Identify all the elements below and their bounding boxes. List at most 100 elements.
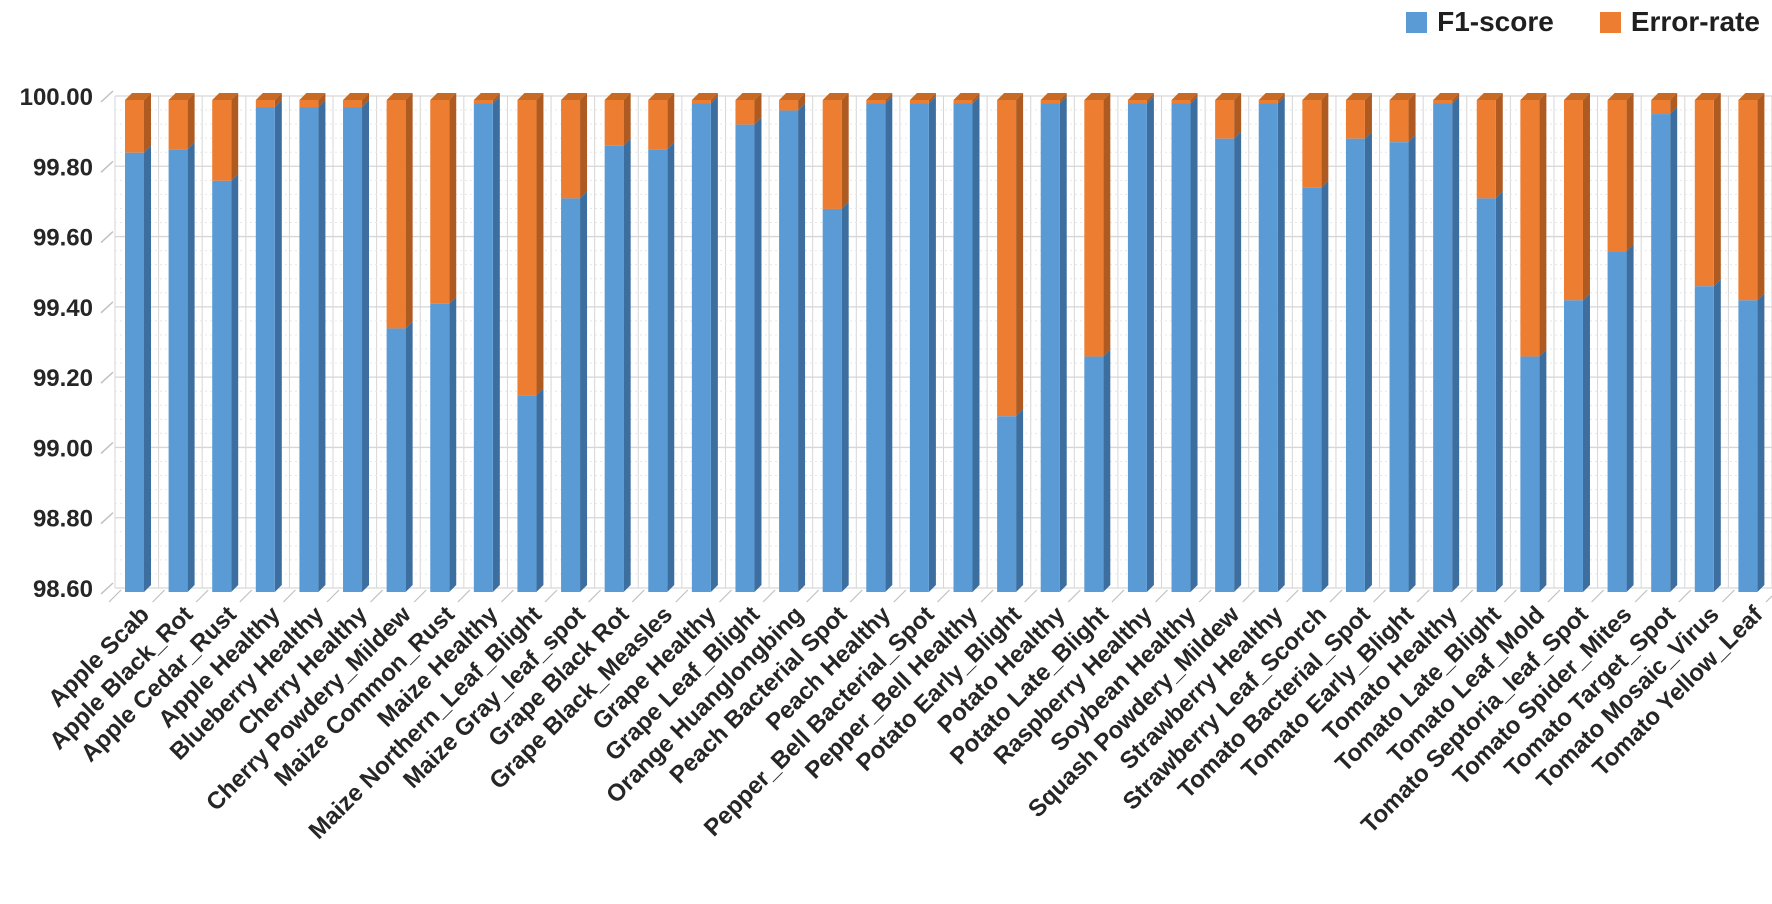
bar-top-face [430,93,457,100]
bar-top-face [168,93,195,100]
floor-tick [1024,589,1038,603]
bar-side-f1-score [362,100,370,593]
floor-tick [1198,589,1212,603]
bar-side-error-rate [1146,93,1154,104]
bar-side-error-rate [1452,93,1460,104]
bar-peach-healthy [866,93,893,592]
floor-tick [893,589,907,603]
bar-side-error-rate [187,93,195,150]
floor-tick [1547,589,1561,603]
bar-side-f1-score [972,96,980,592]
floor-tick [370,589,384,603]
bar-top-face [1127,93,1154,100]
bar-side-f1-score [1757,293,1765,592]
bar-side-error-rate [1539,93,1547,357]
floor-tick [1678,589,1692,603]
floor-tick [980,589,994,603]
bar-tomato-spider-mites [1607,93,1634,592]
bar-side-error-rate [1408,93,1416,143]
bar-segment-f1-score [255,107,275,593]
bar-side-error-rate [1277,93,1285,104]
bar-potato-late-blight [1084,93,1111,592]
bar-segment-error-rate [604,100,624,146]
bar-side-f1-score [1539,349,1547,592]
bar-segment-error-rate [430,100,450,304]
floor-tick [849,589,863,603]
floor-tick [631,589,645,603]
bar-squash-powdery-mildew [1215,93,1242,592]
bar-cherry-healthy [343,93,370,593]
bar-top-face [1215,93,1242,100]
floor-tick [1460,589,1474,603]
chart-legend: F1-score Error-rate [1406,6,1760,38]
bar-side-f1-score [1364,131,1372,592]
bar-side-error-rate [1757,93,1765,301]
bar-segment-error-rate [125,100,144,153]
legend-item-error-rate: Error-rate [1599,6,1760,38]
f1-score-swatch-icon [1406,11,1428,33]
floor-tick [544,589,558,603]
bar-tomato-bacterial-spot [1345,93,1372,592]
bar-segment-error-rate [1302,100,1322,188]
bar-pepper-bell-healthy [953,93,980,592]
bar-top-face [953,93,980,100]
bar-segment-error-rate [212,100,232,181]
y-axis-tick [100,160,114,173]
bar-side-error-rate [972,93,980,104]
bar-segment-error-rate [648,100,668,150]
bar-side-error-rate [1321,93,1329,188]
bar-segment-f1-score [299,107,319,593]
bar-side-f1-score [1190,96,1198,592]
bar-top-face [1607,93,1634,100]
bar-segment-f1-score [909,103,929,592]
bar-raspberry-healthy [1127,93,1154,592]
bar-segment-f1-score [430,303,450,592]
bar-segment-f1-score [386,328,406,592]
floor-tick [195,589,209,603]
bar-top-face [648,93,675,100]
bar-top-face [1302,93,1329,100]
bar-strawberry-healthy [1258,93,1285,592]
bar-segment-f1-score [866,103,886,592]
bar-top-face [1433,93,1460,100]
bar-segment-f1-score [1127,103,1147,592]
bar-tomato-septoria-leaf-spot [1563,93,1590,592]
floor-tick [1634,589,1648,603]
y-axis-label: 99.60 [33,225,93,252]
bar-side-f1-score [623,138,631,592]
bar-side-f1-score [405,321,413,592]
bar-segment-error-rate [473,100,493,104]
bar-side-f1-score [274,100,282,593]
bar-segment-error-rate [866,100,886,104]
bar-segment-error-rate [1476,100,1496,199]
bar-side-error-rate [1190,93,1198,104]
floor-tick [1067,589,1081,603]
bar-segment-f1-score [779,110,799,593]
bar-cherry-powdery-mildew [386,93,413,592]
bar-top-face [561,93,588,100]
bar-side-error-rate [667,93,675,150]
bar-segment-f1-score [1651,114,1671,593]
floor-tick [1373,589,1386,603]
bar-segment-error-rate [1433,100,1453,104]
bar-segment-f1-score [1345,138,1365,592]
y-axis-tick [100,371,114,384]
bar-segment-error-rate [1651,100,1671,115]
bar-segment-error-rate [822,100,842,209]
floor-tick [152,589,166,603]
bar-maize-healthy [473,93,500,592]
bar-segment-f1-score [125,152,144,592]
bar-side-f1-score [1234,131,1242,592]
floor-tick [806,589,820,603]
bar-segment-error-rate [779,100,799,111]
bar-side-error-rate [1626,93,1634,252]
floor-tick [1242,589,1256,603]
bar-top-face [997,93,1024,100]
bar-side-f1-score [536,388,544,592]
bar-apple-healthy [255,93,282,593]
bar-side-f1-score [492,96,500,592]
bar-side-error-rate [1234,93,1242,139]
bar-side-error-rate [1364,93,1372,139]
y-axis-label: 98.60 [33,576,93,603]
